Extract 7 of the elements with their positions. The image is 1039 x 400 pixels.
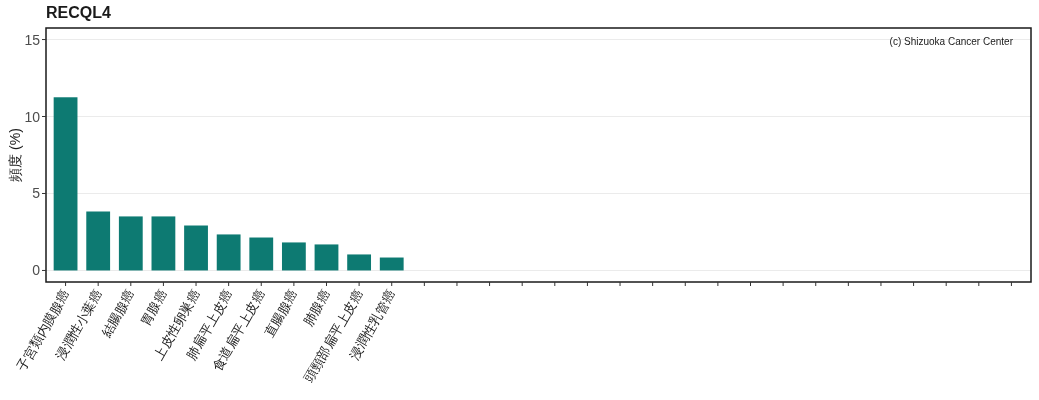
y-tick-label: 0 [32,262,41,279]
y-axis-title: 頻度 (%) [7,128,23,182]
annotation: (c) Shizuoka Cancer Center [889,36,1014,47]
y-tick-label: 10 [24,108,41,125]
y-tick-label: 5 [32,185,41,202]
chart-title: RECQL4 [46,4,111,21]
y-tick-label: 15 [24,31,41,48]
